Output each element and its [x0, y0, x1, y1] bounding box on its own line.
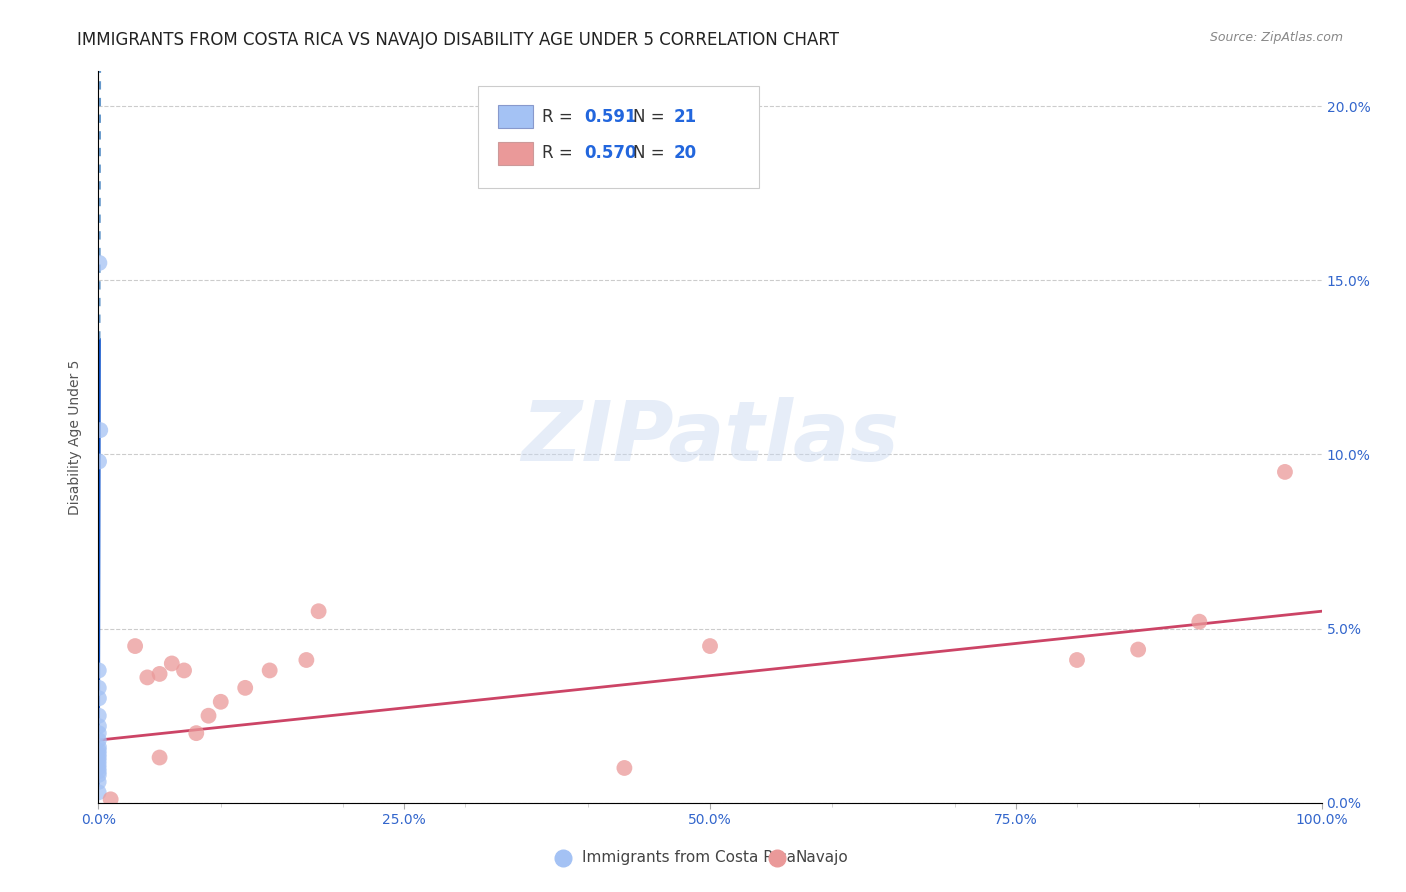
FancyBboxPatch shape — [478, 86, 759, 188]
Text: Navajo: Navajo — [796, 850, 848, 865]
Point — [100, 792, 122, 806]
Point — [259, 664, 281, 678]
Text: N =: N = — [633, 108, 669, 126]
Point — [87, 708, 110, 723]
Point — [89, 423, 111, 437]
Text: 20: 20 — [673, 145, 696, 162]
Point — [87, 775, 110, 789]
Point — [87, 664, 110, 678]
Point — [87, 757, 110, 772]
Point — [295, 653, 318, 667]
Point — [1274, 465, 1296, 479]
Text: Immigrants from Costa Rica: Immigrants from Costa Rica — [582, 850, 796, 865]
Point — [149, 750, 172, 764]
Point — [186, 726, 208, 740]
Text: IMMIGRANTS FROM COSTA RICA VS NAVAJO DISABILITY AGE UNDER 5 CORRELATION CHART: IMMIGRANTS FROM COSTA RICA VS NAVAJO DIS… — [77, 31, 839, 49]
Point — [699, 639, 721, 653]
Text: 0.570: 0.570 — [583, 145, 637, 162]
Point — [87, 681, 110, 695]
Point — [87, 785, 110, 799]
Point — [233, 681, 256, 695]
Point — [87, 740, 110, 755]
Text: N =: N = — [633, 145, 669, 162]
Point — [87, 691, 110, 706]
Point — [1128, 642, 1150, 657]
Point — [87, 743, 110, 757]
Point — [1188, 615, 1211, 629]
Point — [89, 256, 111, 270]
Point — [87, 764, 110, 779]
Point — [1066, 653, 1088, 667]
Text: R =: R = — [543, 145, 578, 162]
Point — [173, 664, 195, 678]
Text: R =: R = — [543, 108, 578, 126]
Point — [87, 768, 110, 782]
Point — [87, 750, 110, 764]
Point — [87, 761, 110, 775]
Text: 21: 21 — [673, 108, 696, 126]
Point — [87, 719, 110, 733]
Point — [209, 695, 232, 709]
Point — [149, 667, 172, 681]
Point — [613, 761, 636, 775]
Point — [308, 604, 330, 618]
Point — [87, 733, 110, 747]
Point — [136, 670, 159, 684]
Point — [124, 639, 146, 653]
Point — [87, 726, 110, 740]
Point — [87, 454, 110, 468]
Text: Source: ZipAtlas.com: Source: ZipAtlas.com — [1209, 31, 1343, 45]
FancyBboxPatch shape — [498, 105, 533, 128]
Text: 0.591: 0.591 — [583, 108, 637, 126]
Y-axis label: Disability Age Under 5: Disability Age Under 5 — [69, 359, 83, 515]
Text: ZIPatlas: ZIPatlas — [522, 397, 898, 477]
FancyBboxPatch shape — [498, 142, 533, 165]
Point — [160, 657, 183, 671]
Point — [87, 747, 110, 761]
Point — [87, 754, 110, 768]
Point — [197, 708, 219, 723]
